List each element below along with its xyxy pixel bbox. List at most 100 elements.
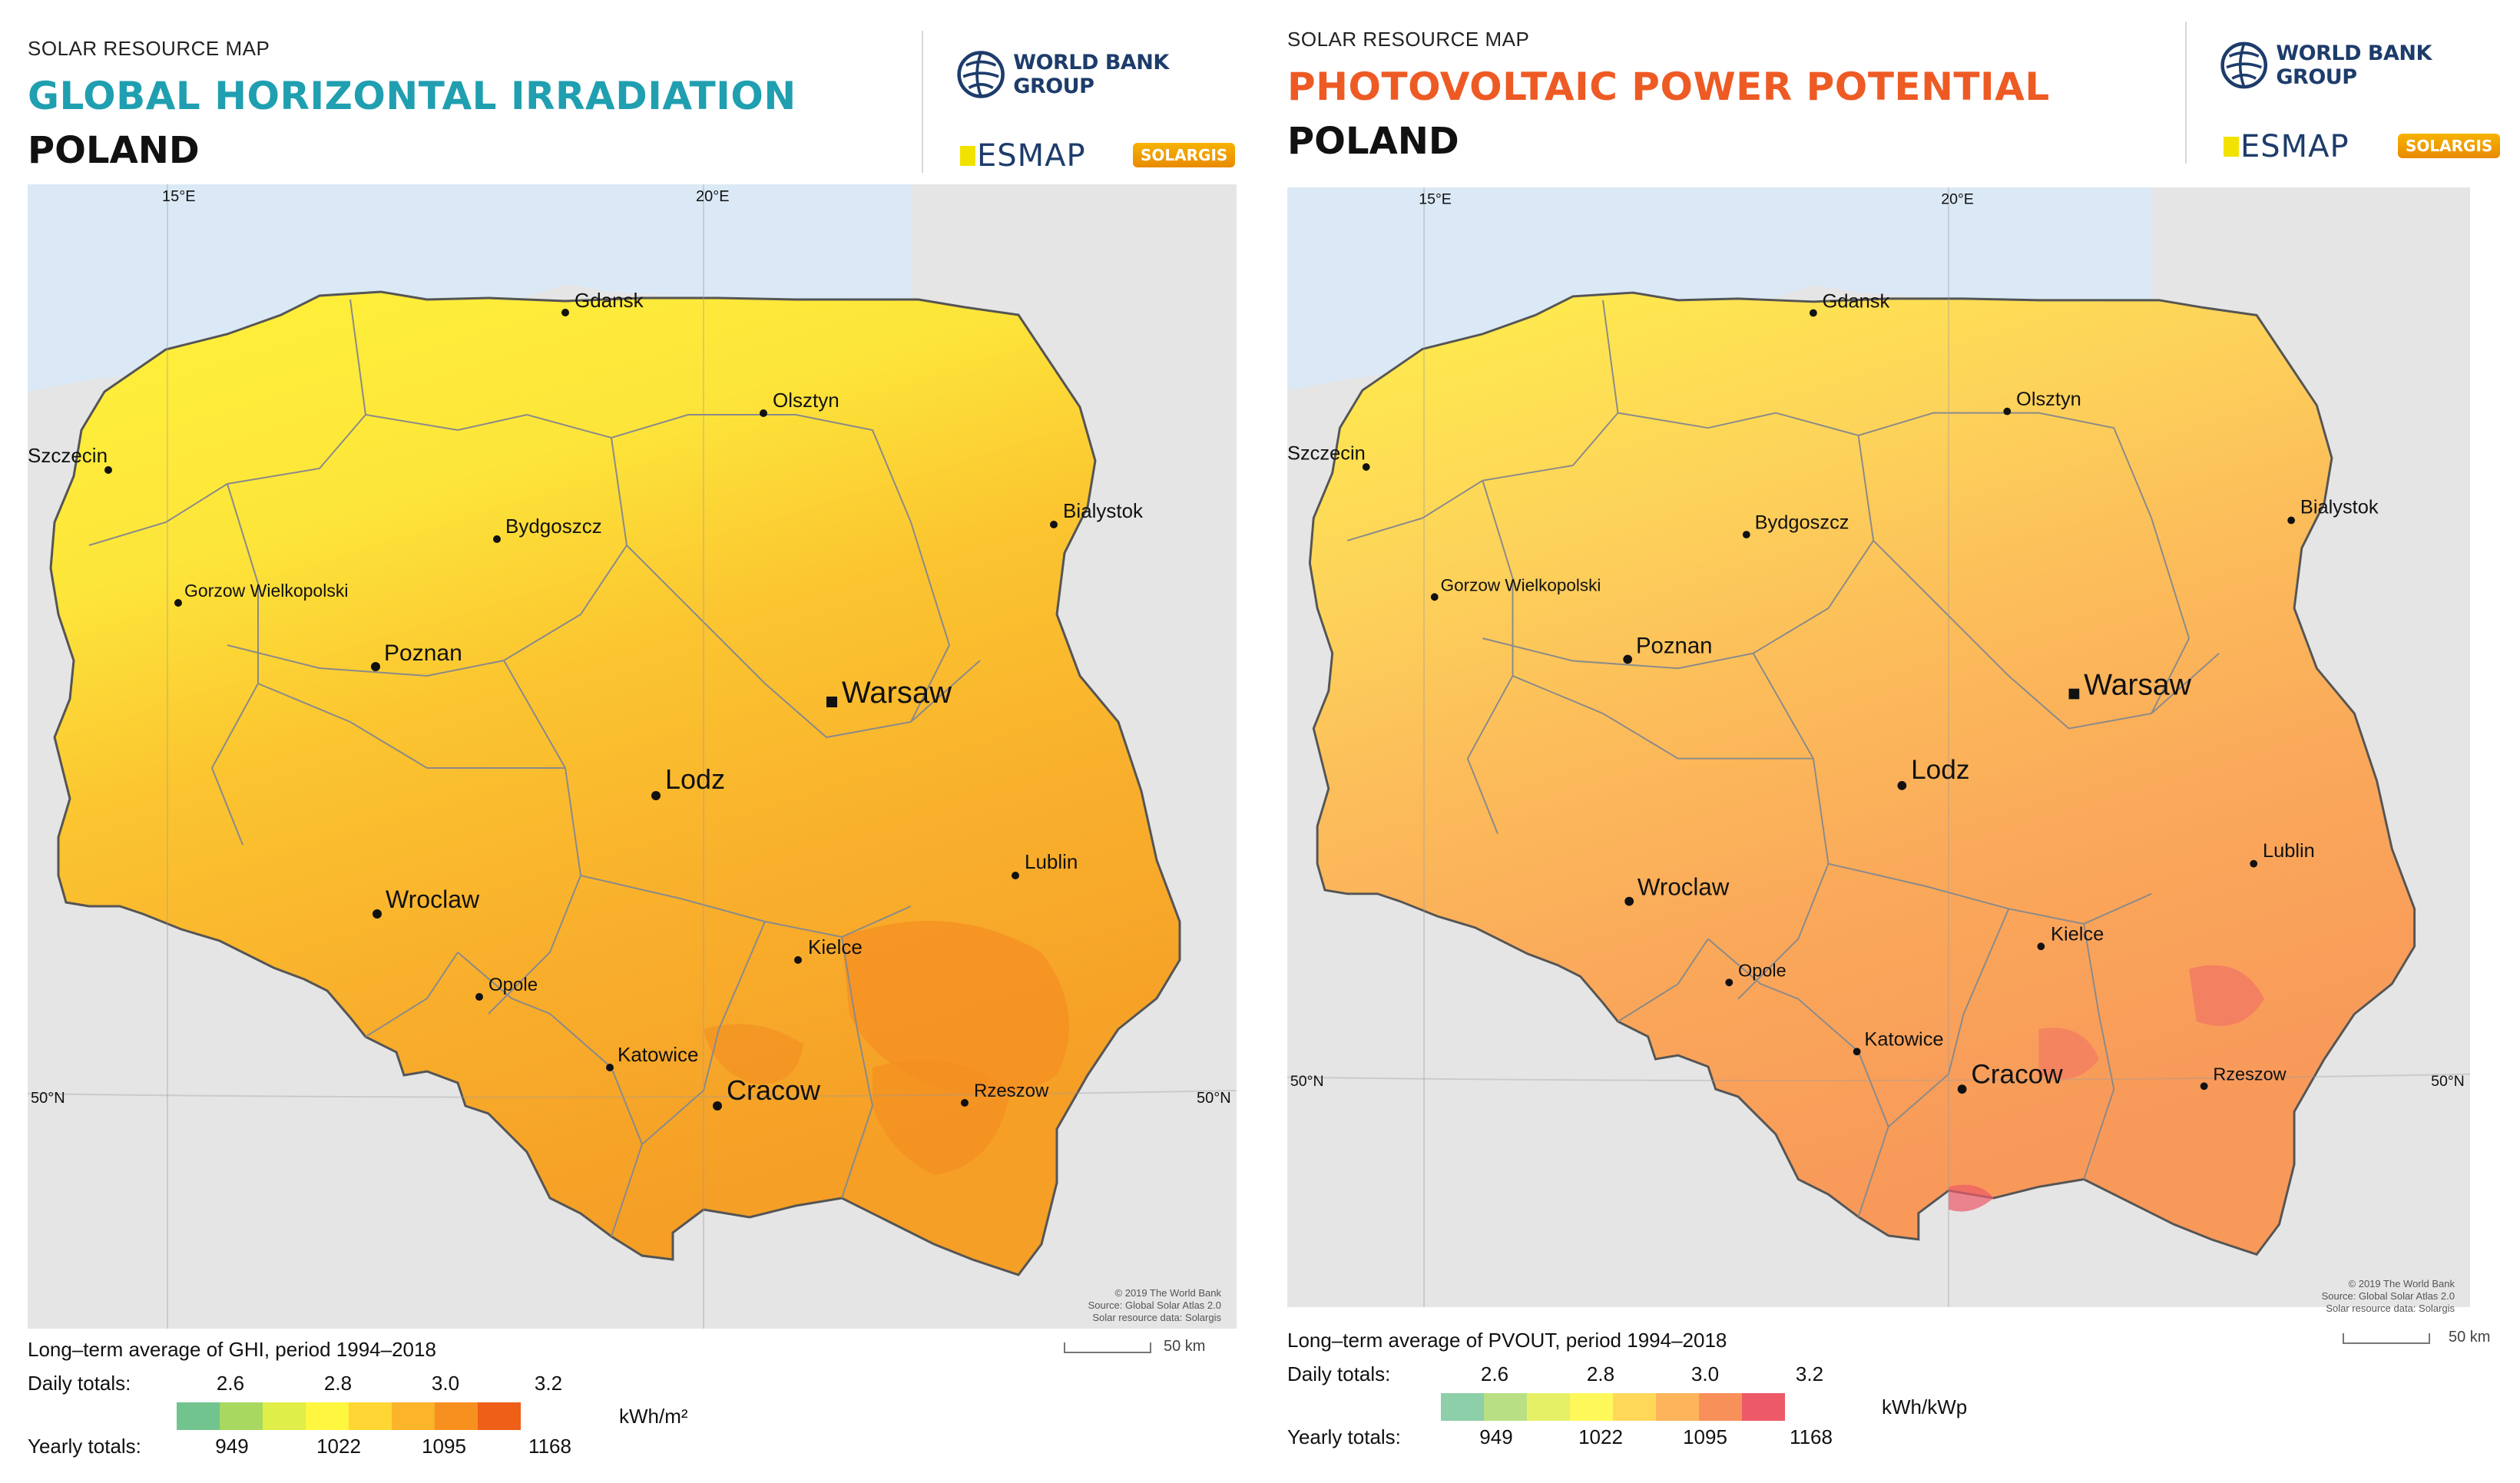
world-bank-logo: WORLD BANK GROUP <box>2220 38 2496 92</box>
world-bank-label: WORLD BANK GROUP <box>1013 51 1169 98</box>
city-lublin: Lublin <box>1025 850 1078 873</box>
legend-swatch <box>177 1402 220 1430</box>
high-value-zone <box>842 921 1069 1096</box>
lon-15-label: 15°E <box>1419 191 1452 208</box>
lat-50-label-left: 50°N <box>1290 1073 1324 1090</box>
lon-20-label: 20°E <box>696 188 730 205</box>
city-kielce: Kielce <box>2051 923 2104 945</box>
legend-swatch <box>435 1402 478 1430</box>
map-copyright: © 2019 The World Bank Source: Global Sol… <box>2321 1278 2455 1314</box>
city-lodz: Lodz <box>1911 755 1969 785</box>
high-value-zone <box>873 1060 1011 1175</box>
world-bank-label: WORLD BANK GROUP <box>2276 41 2432 89</box>
daily-value: 3.2 <box>1795 1362 1824 1385</box>
city-lodz: Lodz <box>665 763 725 795</box>
esmap-mark-icon <box>2224 137 2239 157</box>
solargis-logo: SOLARGIS <box>1133 143 1236 167</box>
legend-swatch <box>1570 1393 1613 1421</box>
city-rzeszow: Rzeszow <box>974 1081 1049 1101</box>
high-value-zone <box>1948 1184 1994 1212</box>
city-olsztyn: Olsztyn <box>773 389 839 412</box>
scale-bar <box>2343 1333 2430 1344</box>
legend-swatch <box>392 1402 435 1430</box>
city-gdansk: Gdansk <box>1823 291 1890 313</box>
city-bydgoszcz: Bydgoszcz <box>1755 511 1849 533</box>
legend-swatch <box>478 1402 521 1430</box>
yearly-value: 1022 <box>316 1435 361 1458</box>
city-lublin: Lublin <box>2263 840 2315 862</box>
city-opole: Opole <box>1738 960 1787 980</box>
country-name: POLAND <box>28 129 200 172</box>
esmap-mark-icon <box>960 146 975 166</box>
lat-50-label-left: 50°N <box>31 1090 65 1107</box>
city-cracow: Cracow <box>1971 1059 2063 1089</box>
yearly-totals-label: Yearly totals: <box>1287 1425 1401 1448</box>
yearly-value: 1022 <box>1578 1425 1623 1448</box>
city-opole: Opole <box>488 975 538 995</box>
city-wroclaw: Wroclaw <box>1638 874 1730 901</box>
esmap-label: ESMAP <box>977 138 1086 174</box>
yearly-value: 1168 <box>1790 1425 1833 1448</box>
legend-swatch <box>1656 1393 1699 1421</box>
city-katowice: Katowice <box>1864 1028 1943 1050</box>
legend-swatch <box>1441 1393 1484 1421</box>
legend-swatch <box>220 1402 263 1430</box>
high-value-zone <box>2038 1028 2099 1080</box>
esmap-logo: ESMAP <box>2224 129 2349 164</box>
color-ramp <box>177 1402 521 1430</box>
lat-50-label-right: 50°N <box>1197 1090 1231 1107</box>
scale-bar <box>1064 1342 1151 1353</box>
city-gorzow: Gorzow Wielkopolski <box>184 581 348 601</box>
globe-icon <box>2220 41 2268 89</box>
map-copyright: © 2019 The World Bank Source: Global Sol… <box>1088 1287 1221 1323</box>
legend-unit: kWh/m² <box>619 1405 688 1428</box>
daily-value: 2.8 <box>323 1372 353 1395</box>
city-warsaw: Warsaw <box>2084 669 2192 702</box>
map-title: GLOBAL HORIZONTAL IRRADIATION <box>28 74 796 118</box>
legend-swatch <box>1527 1393 1570 1421</box>
city-gdansk: Gdansk <box>575 289 644 312</box>
map-area: 15°E 20°E 50°N 50°N Gdansk Olsztyn Szcze… <box>28 184 1237 1329</box>
city-poznan: Poznan <box>384 641 462 666</box>
daily-value: 2.6 <box>216 1372 245 1395</box>
ghi-map-panel: SOLAR RESOURCE MAP GLOBAL HORIZONTAL IRR… <box>0 0 1237 1483</box>
daily-value: 2.8 <box>1586 1362 1615 1385</box>
yearly-value: 1095 <box>422 1435 466 1458</box>
yearly-value: 949 <box>215 1435 249 1458</box>
daily-value: 2.6 <box>1480 1362 1509 1385</box>
header-divider <box>2185 22 2187 164</box>
city-kielce: Kielce <box>808 935 863 958</box>
legend-swatch <box>1613 1393 1656 1421</box>
city-poznan: Poznan <box>1636 634 1713 659</box>
globe-icon <box>957 51 1005 98</box>
city-wroclaw: Wroclaw <box>386 885 480 913</box>
yearly-value: 1095 <box>1683 1425 1727 1448</box>
city-bialystok: Bialystok <box>2300 497 2379 518</box>
lon-20-label: 20°E <box>1941 191 1974 208</box>
color-ramp <box>1441 1393 1785 1421</box>
city-bialystok: Bialystok <box>1063 499 1144 522</box>
daily-value: 3.0 <box>1690 1362 1720 1385</box>
yearly-value: 949 <box>1479 1425 1513 1448</box>
city-szczecin: Szczecin <box>28 444 108 467</box>
pvout-map-panel: SOLAR RESOURCE MAP PHOTOVOLTAIC POWER PO… <box>1260 0 2501 1483</box>
map-kicker: SOLAR RESOURCE MAP <box>28 37 270 60</box>
graticule <box>1287 187 2470 1307</box>
legend-unit: kWh/kWp <box>1882 1395 1968 1418</box>
graticule <box>28 184 1237 1329</box>
world-bank-logo: WORLD BANK GROUP <box>956 48 1237 101</box>
daily-totals-label: Daily totals: <box>1287 1362 1391 1385</box>
scale-label: 50 km <box>1164 1338 1206 1355</box>
lat-50-label-right: 50°N <box>2431 1073 2465 1090</box>
daily-totals-label: Daily totals: <box>28 1372 131 1395</box>
daily-value: 3.2 <box>534 1372 563 1395</box>
daily-value: 3.0 <box>431 1372 460 1395</box>
esmap-logo: ESMAP <box>960 138 1086 174</box>
high-value-zone <box>704 1024 803 1084</box>
solargis-logo: SOLARGIS <box>2398 134 2501 158</box>
legend-swatch <box>1742 1393 1785 1421</box>
header-divider <box>922 31 923 173</box>
voivodeship-borders <box>88 299 981 1237</box>
legend-title: Long–term average of PVOUT, period 1994–… <box>1287 1329 1727 1352</box>
yearly-value: 1168 <box>528 1435 571 1458</box>
